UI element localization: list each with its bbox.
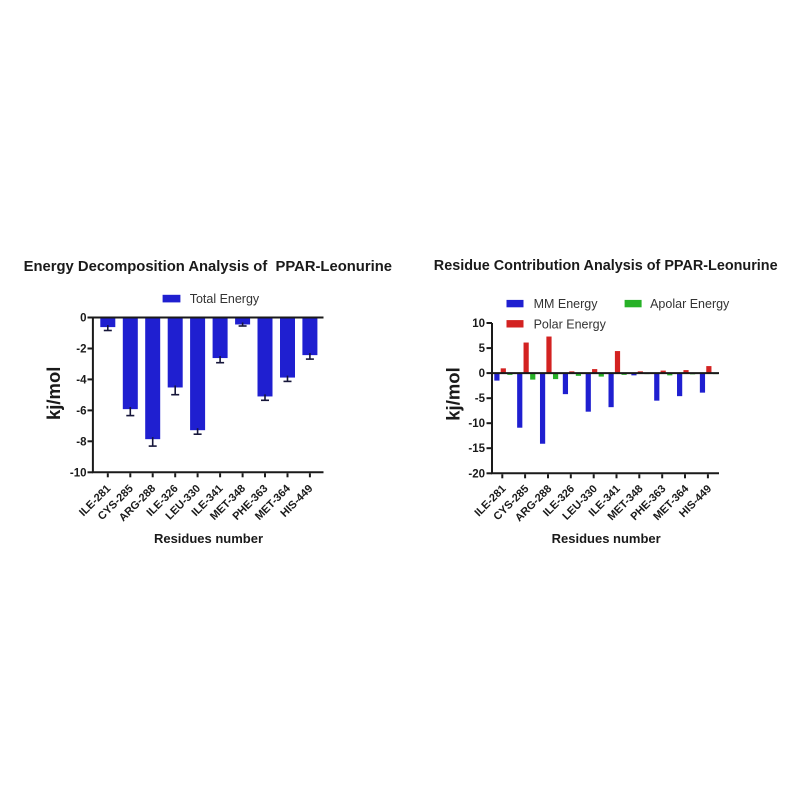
svg-text:Total Energy: Total Energy <box>190 292 260 306</box>
svg-text:-2: -2 <box>76 344 86 356</box>
svg-text:Polar Energy: Polar Energy <box>534 317 607 331</box>
svg-text:kj/mol: kj/mol <box>442 367 463 420</box>
svg-text:-4: -4 <box>76 374 87 386</box>
svg-text:MM Energy: MM Energy <box>534 297 599 311</box>
svg-text:-5: -5 <box>475 393 486 405</box>
svg-text:-6: -6 <box>76 405 86 417</box>
svg-text:Apolar Energy: Apolar Energy <box>650 297 730 311</box>
svg-text:-10: -10 <box>70 467 87 479</box>
svg-text:0: 0 <box>479 368 485 380</box>
svg-text:-10: -10 <box>468 418 485 430</box>
svg-text:Residue Contribution Analysis: Residue Contribution Analysis of PPAR-Le… <box>434 258 778 274</box>
svg-text:10: 10 <box>472 318 485 330</box>
svg-text:Residues number: Residues number <box>552 531 661 546</box>
svg-text:kj/mol: kj/mol <box>43 367 64 420</box>
svg-text:-8: -8 <box>76 436 87 448</box>
svg-text:5: 5 <box>479 343 486 355</box>
svg-text:-20: -20 <box>468 468 485 480</box>
svg-text:Energy Decomposition Analysis: Energy Decomposition Analysis of PPAR-Le… <box>24 259 392 275</box>
svg-text:0: 0 <box>80 313 86 325</box>
svg-text:Residues number: Residues number <box>154 531 263 546</box>
svg-text:-15: -15 <box>468 443 485 455</box>
